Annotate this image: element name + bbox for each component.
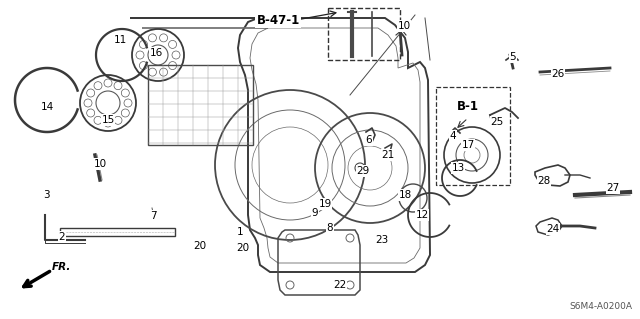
Text: S6M4-A0200A: S6M4-A0200A xyxy=(569,302,632,311)
Text: 20: 20 xyxy=(236,243,250,253)
Text: 5: 5 xyxy=(509,52,516,62)
Bar xyxy=(60,228,175,236)
Text: 12: 12 xyxy=(415,210,429,220)
Text: B-1: B-1 xyxy=(457,100,479,113)
Text: 1: 1 xyxy=(237,227,243,237)
Text: 22: 22 xyxy=(333,280,347,290)
Text: 23: 23 xyxy=(376,235,388,245)
Bar xyxy=(148,65,253,145)
Text: 2: 2 xyxy=(59,232,65,242)
Text: 4: 4 xyxy=(450,131,456,141)
Text: 19: 19 xyxy=(318,199,332,209)
Text: 21: 21 xyxy=(381,150,395,160)
Text: 6: 6 xyxy=(365,135,372,145)
Text: 29: 29 xyxy=(356,166,370,176)
Text: 27: 27 xyxy=(606,183,620,193)
Text: 17: 17 xyxy=(461,140,475,150)
Text: FR.: FR. xyxy=(52,262,72,272)
Text: 20: 20 xyxy=(193,241,207,251)
Text: 3: 3 xyxy=(43,190,49,200)
Text: 10: 10 xyxy=(93,159,107,169)
Text: 10: 10 xyxy=(397,21,411,31)
Text: 14: 14 xyxy=(40,102,54,112)
Text: 24: 24 xyxy=(547,224,559,234)
Text: 9: 9 xyxy=(312,208,318,218)
Text: 28: 28 xyxy=(538,176,550,186)
Text: 11: 11 xyxy=(113,35,127,45)
Text: 26: 26 xyxy=(552,69,564,79)
Text: 13: 13 xyxy=(451,163,465,173)
Text: 7: 7 xyxy=(150,211,156,221)
Text: 8: 8 xyxy=(326,223,333,233)
Text: 18: 18 xyxy=(398,190,412,200)
Text: 16: 16 xyxy=(149,48,163,58)
Text: B-47-1: B-47-1 xyxy=(257,13,300,26)
Text: 15: 15 xyxy=(101,115,115,125)
Text: 25: 25 xyxy=(490,117,504,127)
